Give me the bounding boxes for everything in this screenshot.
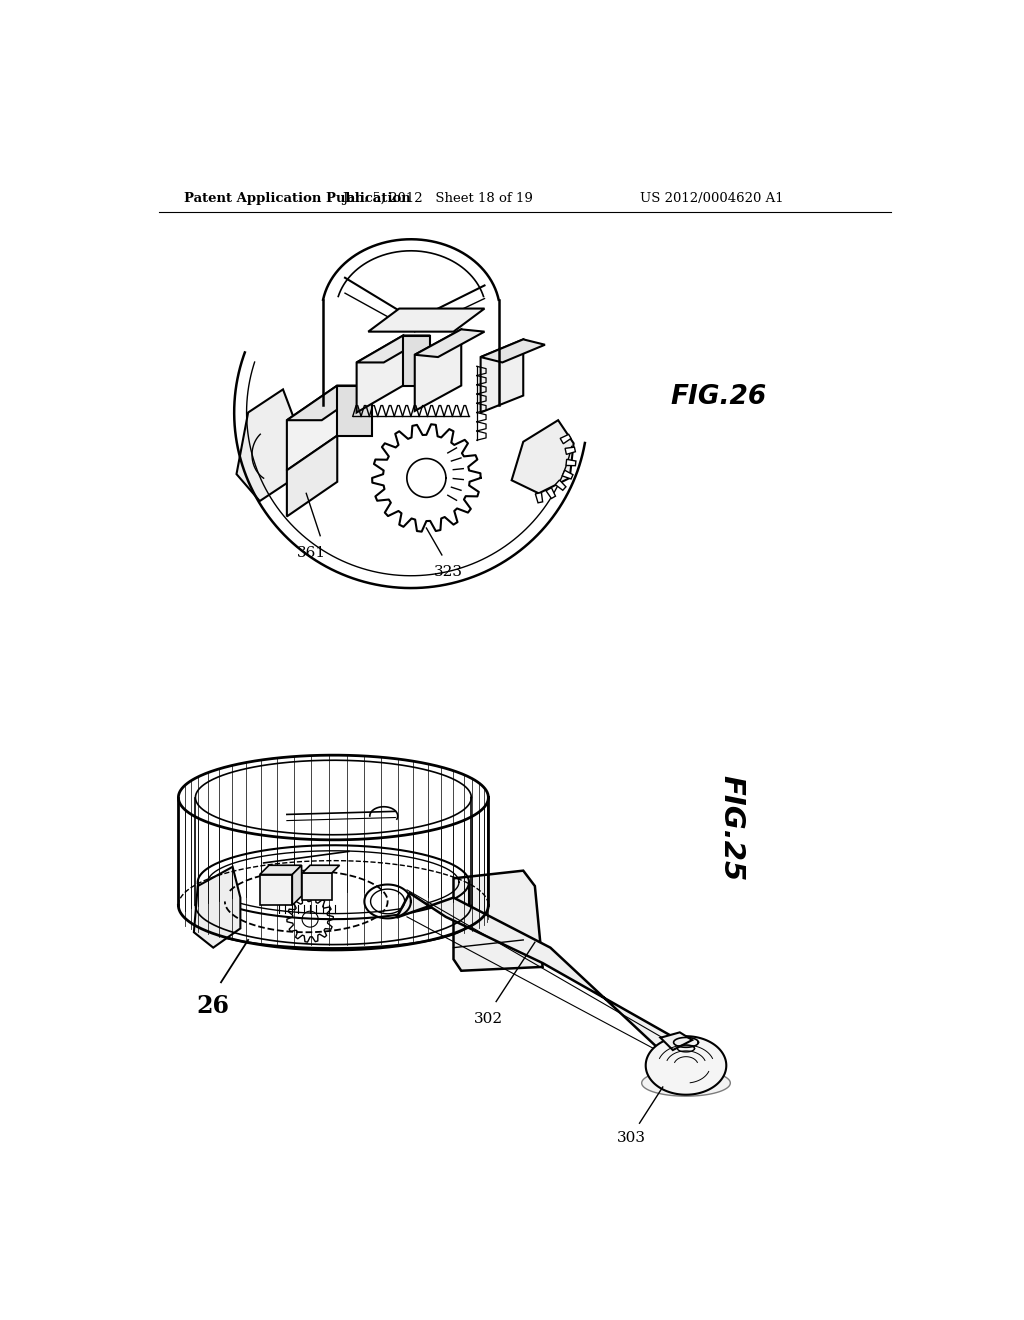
Polygon shape [480,339,545,363]
Text: Jan. 5, 2012   Sheet 18 of 19: Jan. 5, 2012 Sheet 18 of 19 [343,191,534,205]
Polygon shape [566,459,575,466]
Polygon shape [292,866,302,906]
Polygon shape [369,309,484,331]
Text: 323: 323 [433,565,463,579]
Polygon shape [480,339,523,412]
Polygon shape [546,487,555,499]
Polygon shape [403,335,430,385]
Polygon shape [287,385,337,470]
Polygon shape [454,871,543,970]
Polygon shape [555,480,566,490]
Text: US 2012/0004620 A1: US 2012/0004620 A1 [640,191,783,205]
Polygon shape [565,447,575,454]
Polygon shape [415,330,461,411]
Polygon shape [536,492,543,503]
Text: Patent Application Publication: Patent Application Publication [183,191,411,205]
Polygon shape [260,874,292,906]
Polygon shape [194,867,241,948]
Polygon shape [337,385,372,436]
Polygon shape [356,335,403,412]
Polygon shape [302,873,332,900]
Polygon shape [356,335,430,363]
Text: 303: 303 [617,1131,646,1144]
Polygon shape [260,866,302,874]
Polygon shape [287,385,372,420]
Polygon shape [396,894,671,1052]
Polygon shape [237,389,295,502]
Polygon shape [287,436,337,516]
Polygon shape [512,420,573,494]
Polygon shape [302,866,340,873]
Text: 26: 26 [197,994,229,1018]
Polygon shape [560,434,571,444]
Polygon shape [660,1032,692,1051]
Text: 361: 361 [297,545,327,560]
Polygon shape [646,1036,726,1094]
Text: FIG.26: FIG.26 [671,384,767,411]
Text: FIG.25: FIG.25 [717,775,745,882]
Polygon shape [642,1069,730,1096]
Polygon shape [415,330,484,358]
Text: 302: 302 [474,1011,503,1026]
Polygon shape [562,470,573,479]
